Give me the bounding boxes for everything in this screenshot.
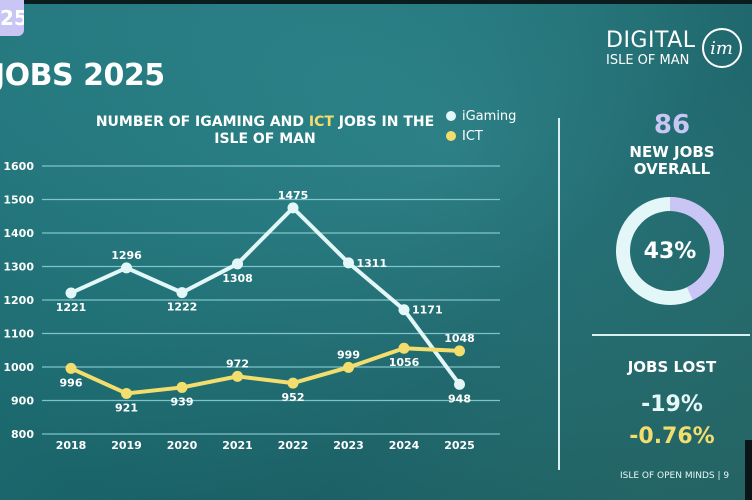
x-tick-label: 2020 xyxy=(167,439,198,452)
section-tab: 25 xyxy=(0,0,24,36)
vertical-divider xyxy=(558,118,560,470)
data-label: 921 xyxy=(115,401,138,414)
data-label: 1475 xyxy=(278,189,309,202)
series-line-igaming xyxy=(70,205,462,386)
x-tick-label: 2023 xyxy=(333,439,364,452)
legend-item-ict: ICT xyxy=(446,126,516,146)
im-badge-icon: im xyxy=(701,28,742,68)
y-tick-label: 1500 xyxy=(3,194,34,207)
logo-line-2: ISLE OF MAN xyxy=(606,52,690,68)
y-tick-label: 1600 xyxy=(3,160,34,173)
data-point-marker xyxy=(398,342,410,354)
data-label: 1222 xyxy=(167,301,198,314)
donut-percent-label: 43% xyxy=(643,238,697,264)
data-point-marker xyxy=(121,387,132,399)
data-label: 948 xyxy=(448,392,471,405)
footer-text: ISLE OF OPEN MINDS | 9 xyxy=(620,471,730,481)
section-number: 25 xyxy=(0,6,24,30)
data-point-marker xyxy=(343,257,354,269)
x-tick-label: 2022 xyxy=(278,439,309,452)
data-point-marker xyxy=(176,287,188,299)
data-point-marker xyxy=(232,258,243,270)
data-label: 1296 xyxy=(111,249,142,262)
data-label: 999 xyxy=(337,348,360,361)
data-point-marker xyxy=(454,345,465,357)
data-point-marker xyxy=(343,361,354,373)
data-point-marker xyxy=(398,304,410,316)
logo-line-1: DIGITAL xyxy=(606,27,696,53)
legend-label: iGaming xyxy=(462,108,517,124)
data-label: 952 xyxy=(282,391,305,404)
jobs-lost-ict-value: -0.76% xyxy=(629,424,715,449)
x-tick-label: 2018 xyxy=(56,439,87,452)
x-tick-label: 2019 xyxy=(111,439,142,452)
y-tick-label: 900 xyxy=(11,395,34,408)
legend-label: ICT xyxy=(462,128,483,144)
donut-arc xyxy=(616,197,724,305)
y-tick-label: 1000 xyxy=(3,361,34,374)
new-jobs-label-line-1: NEW JOBS xyxy=(629,143,715,161)
x-tick-label: 2025 xyxy=(444,439,475,452)
data-point-marker xyxy=(65,287,77,299)
chart-title-part-2: JOBS IN THE ISLE OF MAN xyxy=(214,114,435,147)
data-label: 1048 xyxy=(444,332,475,345)
x-tick-label: 2024 xyxy=(389,439,420,452)
page-title: JOBS 2025 xyxy=(0,58,165,93)
new-jobs-label: NEW JOBS OVERALL xyxy=(592,144,752,178)
chart-title-highlight: ICT xyxy=(308,114,334,130)
data-point-marker xyxy=(121,262,132,274)
data-label: 1056 xyxy=(389,356,420,369)
y-tick-label: 1400 xyxy=(3,227,34,240)
chart-title-part-1: NUMBER OF IGAMING AND xyxy=(95,114,309,130)
new-jobs-label-line-2: OVERALL xyxy=(633,160,711,178)
series-line-ict xyxy=(70,346,460,396)
data-label: 1171 xyxy=(412,304,443,317)
data-label: 1221 xyxy=(56,301,87,314)
legend-dot-icon xyxy=(446,131,456,141)
data-label: 1311 xyxy=(357,257,388,270)
y-tick-label: 1200 xyxy=(3,294,34,307)
horizontal-divider xyxy=(592,334,750,336)
y-tick-label: 800 xyxy=(11,428,34,441)
jobs-lost-igaming-value: -19% xyxy=(641,392,703,417)
y-tick-label: 1100 xyxy=(3,328,34,341)
legend-dot-icon xyxy=(446,111,456,121)
donut-chart xyxy=(616,197,724,305)
data-point-marker xyxy=(454,378,465,390)
chart-legend: iGaming ICT xyxy=(446,106,516,146)
x-tick-label: 2021 xyxy=(222,439,253,452)
jobs-lost-label: JOBS LOST xyxy=(627,358,717,376)
data-point-marker xyxy=(287,377,299,389)
data-point-marker xyxy=(65,362,77,374)
data-point-marker xyxy=(287,202,299,214)
data-point-marker xyxy=(232,370,243,382)
new-jobs-number: 86 xyxy=(653,110,691,140)
legend-item-igaming: iGaming xyxy=(446,106,516,126)
y-tick-label: 1300 xyxy=(3,261,34,274)
top-edge xyxy=(0,0,752,4)
line-chart: 800 900 1000 1100 1200 1300 1400 1500 1600 2018 20… xyxy=(3,160,500,452)
data-label: 972 xyxy=(226,357,249,370)
screen-edge xyxy=(745,440,752,500)
chart-title: NUMBER OF IGAMING AND ICT JOBS IN THE IS… xyxy=(95,114,435,148)
digital-isle-of-man-logo: DIGITAL ISLE OF MAN im xyxy=(606,28,742,68)
data-point-marker xyxy=(176,381,188,393)
data-label: 1308 xyxy=(222,272,253,285)
data-label: 939 xyxy=(171,395,194,408)
data-label: 996 xyxy=(60,376,83,389)
